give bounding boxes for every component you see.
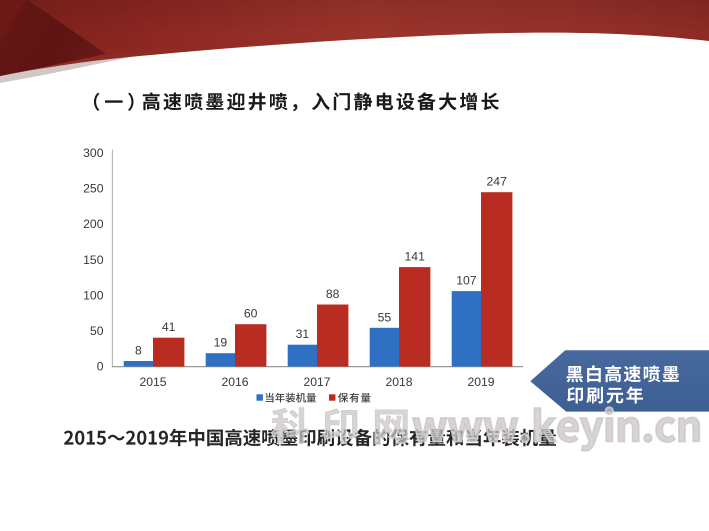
svg-text:50: 50 [90,324,104,338]
svg-text:141: 141 [405,250,426,264]
svg-text:2015: 2015 [139,375,166,389]
svg-text:8: 8 [135,344,142,358]
svg-text:2016: 2016 [221,375,248,389]
svg-text:2018: 2018 [385,375,412,389]
svg-text:2019: 2019 [467,375,494,389]
svg-text:150: 150 [83,253,104,267]
svg-text:0: 0 [97,360,104,374]
svg-text:60: 60 [244,307,258,321]
svg-text:247: 247 [487,175,508,189]
svg-text:2017: 2017 [303,375,330,389]
svg-text:88: 88 [326,287,340,301]
svg-text:107: 107 [456,274,477,288]
svg-text:55: 55 [378,310,392,324]
svg-text:100: 100 [83,288,104,302]
svg-text:41: 41 [162,320,176,334]
svg-text:19: 19 [214,336,228,350]
svg-text:200: 200 [83,217,104,231]
svg-text:300: 300 [83,146,104,160]
svg-text:250: 250 [83,182,104,196]
svg-text:31: 31 [296,327,310,341]
